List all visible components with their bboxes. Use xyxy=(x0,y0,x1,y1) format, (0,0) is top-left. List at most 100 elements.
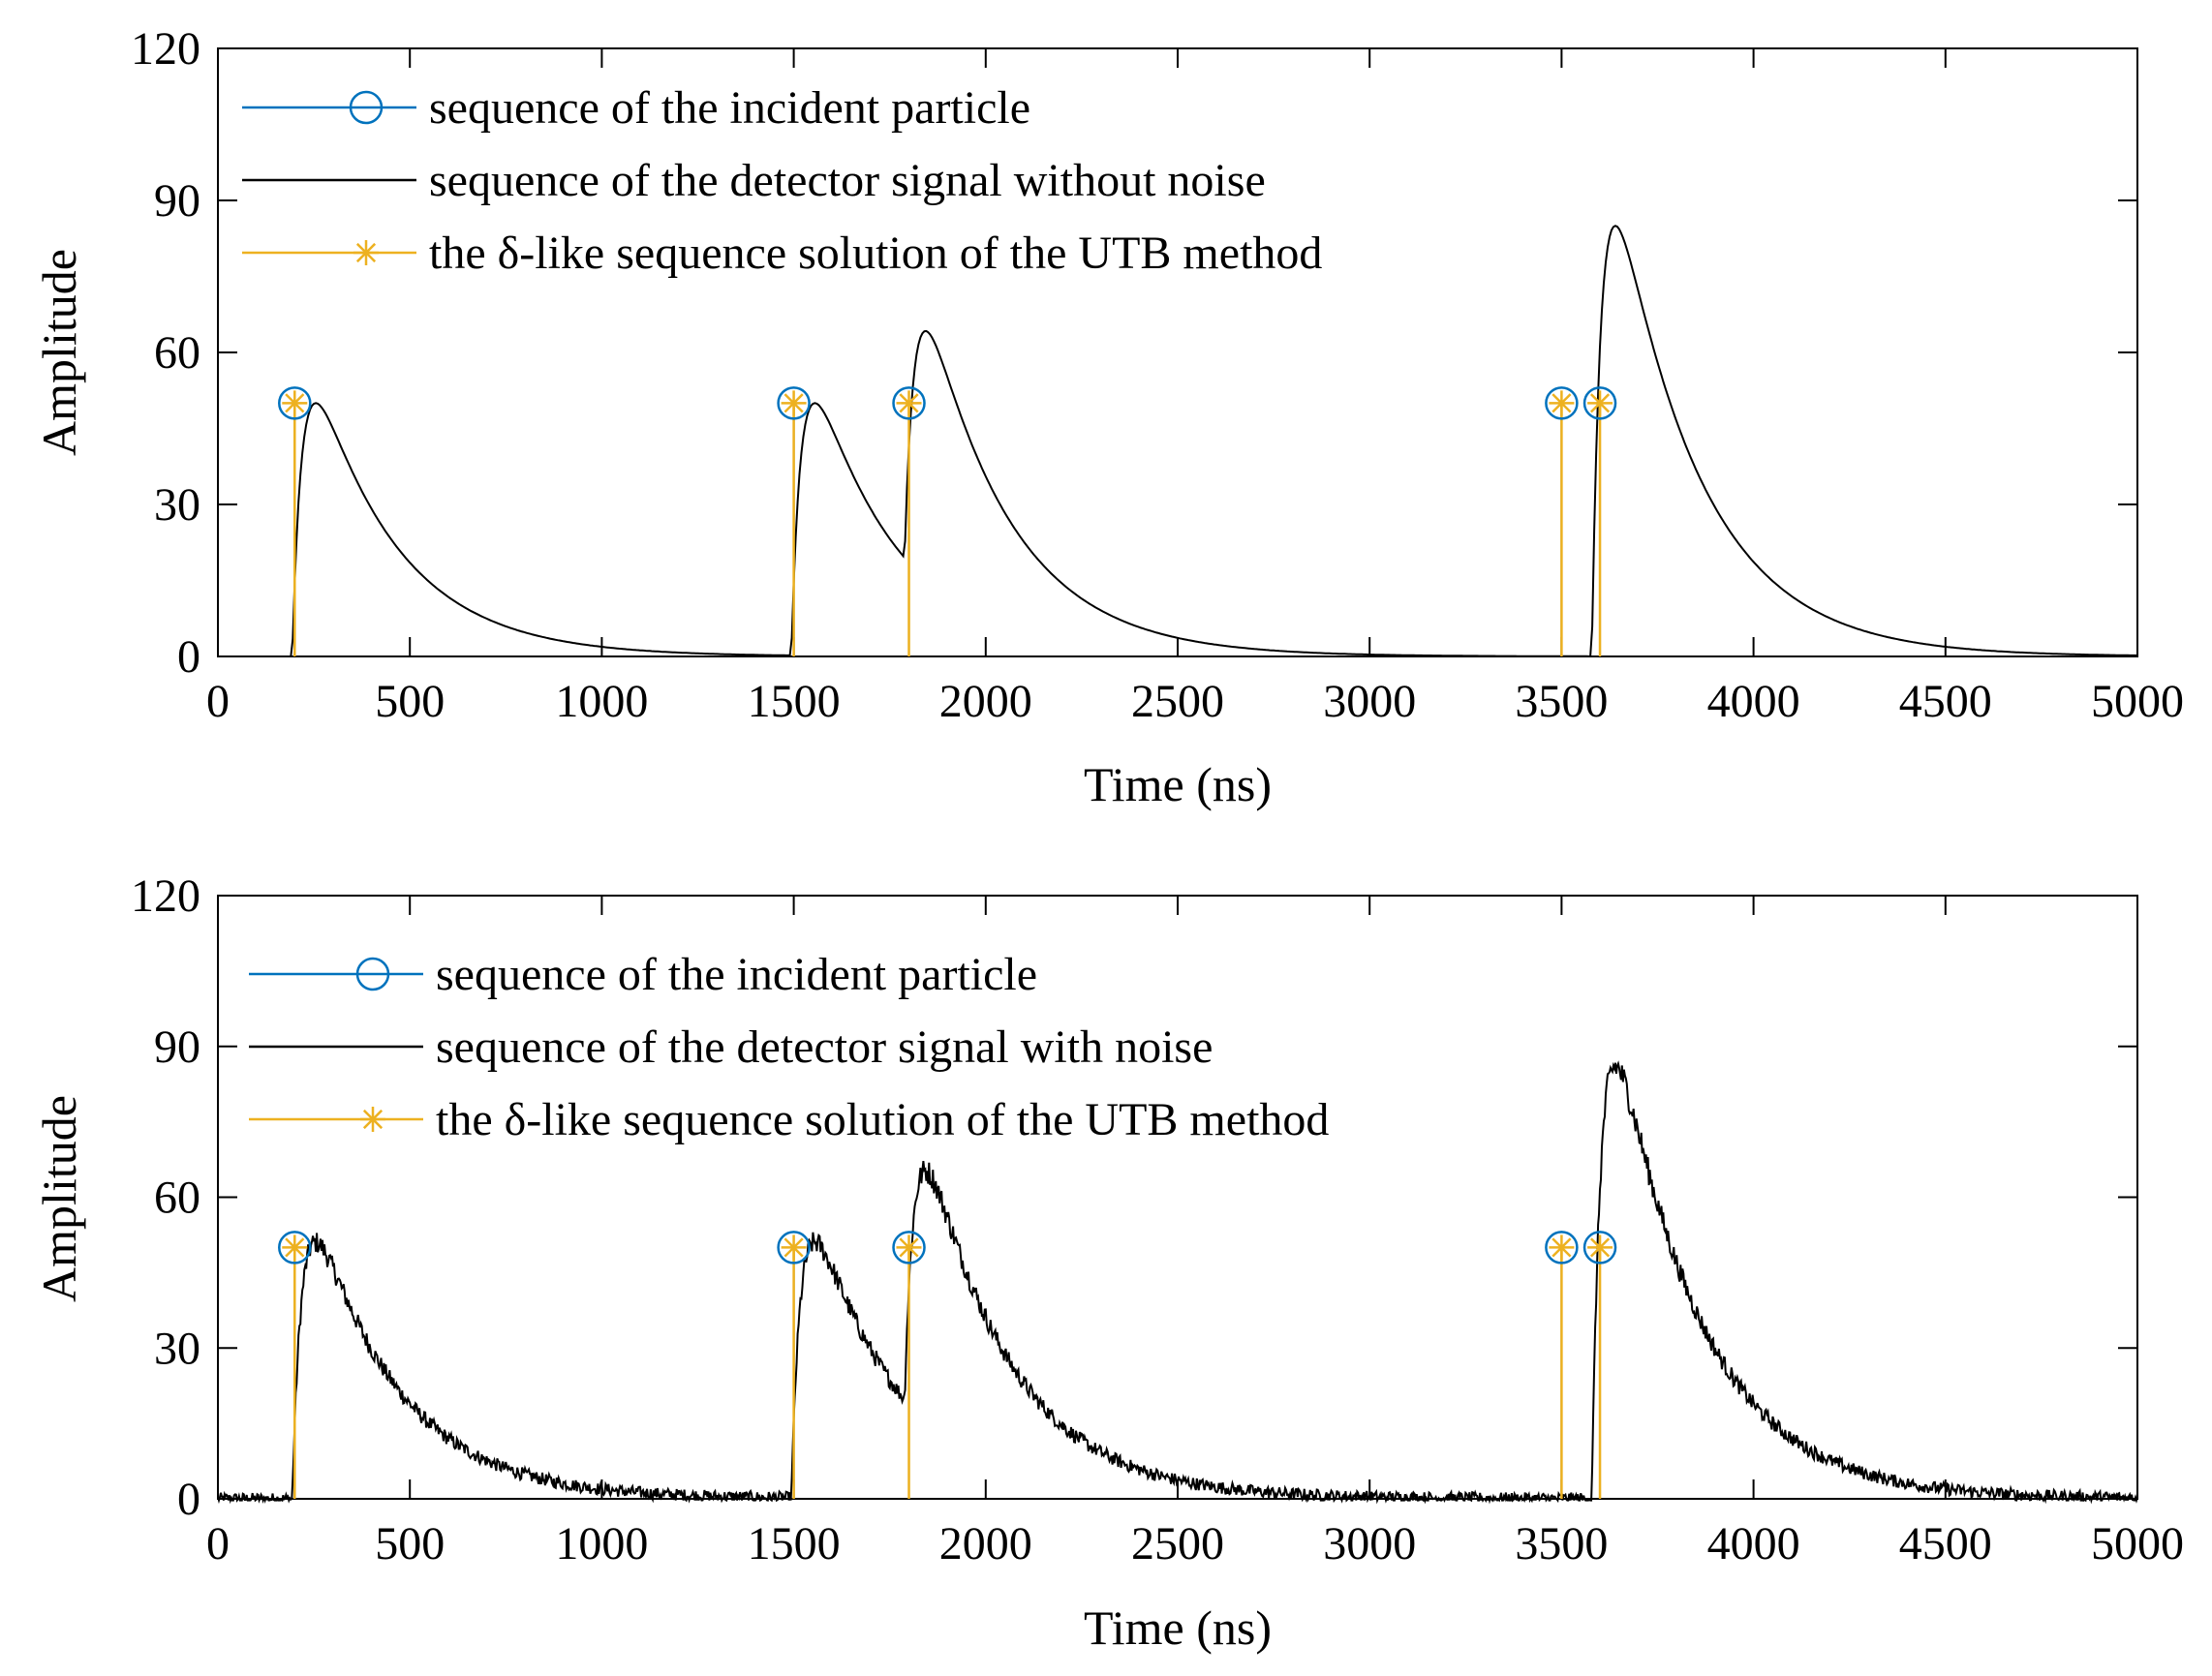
top-x-tick-label: 2000 xyxy=(939,676,1032,727)
bottom-y-axis-label: Amplitude xyxy=(32,1095,86,1302)
top-y-tick-label: 60 xyxy=(154,327,200,379)
bottom-x-tick-label: 3500 xyxy=(1515,1518,1608,1569)
bottom-legend-entry-incident: sequence of the incident particle xyxy=(249,949,1037,1000)
bottom-x-axis-label: Time (ns) xyxy=(1084,1600,1272,1655)
top-x-tick-label: 2500 xyxy=(1131,676,1224,727)
bottom-legend-incident-label: sequence of the incident particle xyxy=(436,949,1037,1000)
bottom-incident-marker xyxy=(1545,1231,1579,1265)
bottom-utb-marker xyxy=(781,1234,807,1261)
top-utb-marker-stroke xyxy=(783,393,804,413)
bottom-legend-entry-signal: sequence of the detector signal with noi… xyxy=(249,1021,1213,1073)
top-utb-marker xyxy=(1587,390,1613,416)
top-x-tick-label: 500 xyxy=(375,676,445,727)
top-utb-marker xyxy=(781,390,807,416)
top-x-tick-label: 0 xyxy=(206,676,230,727)
bottom-legend: sequence of the incident particle sequen… xyxy=(249,949,1329,1145)
bottom-incident-marker xyxy=(278,1231,312,1265)
top-utb-marker-stroke xyxy=(1589,393,1611,413)
bottom-utb-marker-stroke xyxy=(783,1237,804,1258)
bottom-x-tick-label: 2500 xyxy=(1131,1518,1224,1569)
bottom-x-tick-label: 0 xyxy=(206,1518,230,1569)
bottom-legend-utb-label: the δ-like sequence solution of the UTB … xyxy=(436,1094,1329,1145)
bottom-y-tick-label: 0 xyxy=(177,1474,200,1525)
top-utb-marker xyxy=(1549,390,1575,416)
bottom-utb-marker-stroke xyxy=(899,1237,919,1258)
bottom-panel: 0 500 1000 1500 2000 2500 3000 3500 4000 4500 5000… xyxy=(32,870,2184,1655)
bottom-utb-marker xyxy=(1549,1234,1575,1261)
top-legend-asterisk-marker xyxy=(353,240,379,265)
bottom-utb-marker-stroke xyxy=(285,1237,305,1258)
bottom-incident-marker xyxy=(892,1231,926,1265)
bottom-y-tick-label: 30 xyxy=(154,1323,200,1374)
top-legend-asterisk-stroke xyxy=(355,242,377,263)
bottom-x-tick-label: 4000 xyxy=(1707,1518,1800,1569)
top-stems-layer xyxy=(278,386,1617,656)
top-utb-marker-stroke xyxy=(1551,393,1572,413)
top-legend-utb-label: the δ-like sequence solution of the UTB … xyxy=(429,228,1322,279)
bottom-legend-asterisk xyxy=(360,1107,385,1132)
bottom-legend-entry-utb: the δ-like sequence solution of the UTB … xyxy=(249,1094,1329,1145)
top-utb-marker-stroke xyxy=(899,393,919,413)
bottom-x-tick-label: 1500 xyxy=(748,1518,841,1569)
bottom-stems-layer xyxy=(278,1231,1617,1499)
top-incident-marker xyxy=(278,386,312,420)
bottom-utb-marker-stroke xyxy=(1551,1237,1572,1258)
top-legend: sequence of the incident particle sequen… xyxy=(242,82,1322,279)
top-x-tick-label: 3500 xyxy=(1515,676,1608,727)
bottom-utb-marker-stroke xyxy=(1589,1237,1611,1258)
top-y-tick-label: 120 xyxy=(131,23,200,75)
top-tick-labels: 0 500 1000 1500 2000 2500 3000 3500 4000 4500 5000… xyxy=(131,23,2184,727)
top-utb-marker xyxy=(282,390,308,416)
bottom-x-tick-label: 500 xyxy=(375,1518,445,1569)
bottom-incident-marker xyxy=(1582,1231,1617,1265)
bottom-x-tick-label: 1000 xyxy=(555,1518,648,1569)
top-x-tick-label: 4500 xyxy=(1899,676,1992,727)
top-x-tick-label: 1500 xyxy=(748,676,841,727)
bottom-x-tick-label: 4500 xyxy=(1899,1518,1992,1569)
bottom-detector-signal-line xyxy=(217,1060,2138,1505)
top-x-tick-label: 1000 xyxy=(555,676,648,727)
top-legend-entry-utb: the δ-like sequence solution of the UTB … xyxy=(242,228,1322,279)
bottom-legend-asterisk-marker xyxy=(360,1107,385,1132)
top-utb-marker xyxy=(896,390,922,416)
top-panel: 0 500 1000 1500 2000 2500 3000 3500 4000 4500 5000… xyxy=(32,23,2184,811)
top-detector-signal-line xyxy=(218,225,2138,657)
bottom-y-tick-label: 60 xyxy=(154,1173,200,1224)
top-x-tick-label: 3000 xyxy=(1323,676,1416,727)
top-utb-marker-stroke xyxy=(285,393,305,413)
top-legend-circle-marker xyxy=(349,90,384,125)
top-incident-marker xyxy=(892,386,926,420)
bottom-x-tick-label: 5000 xyxy=(2091,1518,2184,1569)
top-incident-marker xyxy=(1545,386,1579,420)
bottom-x-tick-label: 3000 xyxy=(1323,1518,1416,1569)
bottom-y-tick-label: 90 xyxy=(154,1021,200,1073)
top-incident-marker xyxy=(1582,386,1617,420)
bottom-utb-marker xyxy=(896,1234,922,1261)
top-legend-entry-incident: sequence of the incident particle xyxy=(242,82,1030,134)
top-legend-incident-label: sequence of the incident particle xyxy=(429,82,1030,134)
bottom-signal-layer xyxy=(217,1060,2138,1505)
top-incident-marker xyxy=(777,386,811,420)
top-x-tick-label: 4000 xyxy=(1707,676,1800,727)
bottom-utb-marker xyxy=(1587,1234,1613,1261)
bottom-legend-signal-label: sequence of the detector signal with noi… xyxy=(436,1021,1213,1073)
top-signal-layer xyxy=(218,225,2138,657)
top-legend-signal-label: sequence of the detector signal without … xyxy=(429,155,1266,206)
top-y-tick-label: 0 xyxy=(177,631,200,683)
top-y-axis-label: Amplitude xyxy=(32,249,86,456)
bottom-legend-asterisk-stroke xyxy=(362,1109,384,1130)
top-x-tick-label: 5000 xyxy=(2091,676,2184,727)
top-legend-entry-signal: sequence of the detector signal without … xyxy=(242,155,1266,206)
bottom-x-tick-label: 2000 xyxy=(939,1518,1032,1569)
bottom-legend-circle-marker xyxy=(355,957,390,991)
bottom-incident-marker xyxy=(777,1231,811,1265)
bottom-utb-marker xyxy=(282,1234,308,1261)
top-x-axis-label: Time (ns) xyxy=(1084,757,1272,811)
top-y-tick-label: 30 xyxy=(154,479,200,531)
bottom-tick-labels: 0 500 1000 1500 2000 2500 3000 3500 4000 4500 5000… xyxy=(131,870,2184,1569)
top-y-tick-label: 90 xyxy=(154,175,200,227)
top-legend-asterisk xyxy=(353,240,379,265)
bottom-y-tick-label: 120 xyxy=(131,870,200,922)
